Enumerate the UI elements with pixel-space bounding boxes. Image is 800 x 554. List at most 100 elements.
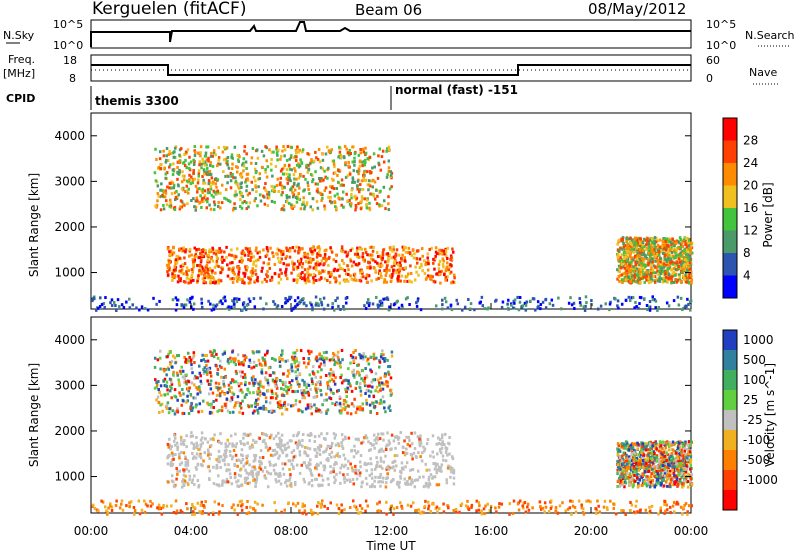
- range-cell: [230, 253, 233, 257]
- range-cell: [309, 273, 312, 277]
- range-cell: [437, 252, 441, 256]
- range-cell: [579, 303, 583, 307]
- range-cell: [683, 248, 686, 252]
- range-cell: [320, 474, 324, 478]
- range-cell: [308, 447, 312, 451]
- range-cell: [354, 468, 358, 472]
- range-cell: [214, 190, 217, 194]
- range-cell: [347, 436, 351, 440]
- range-cell: [413, 252, 416, 256]
- range-cell: [309, 403, 312, 407]
- range-cell: [267, 262, 271, 266]
- range-cell: [250, 180, 253, 184]
- range-cell: [170, 380, 173, 384]
- range-cell: [267, 190, 271, 194]
- range-cell: [185, 272, 189, 276]
- range-cell: [181, 388, 184, 392]
- range-cell: [278, 356, 281, 360]
- range-cell: [222, 145, 226, 149]
- range-cell: [314, 170, 317, 174]
- range-cell: [234, 475, 237, 479]
- range-cell: [250, 404, 253, 408]
- range-cell: [320, 368, 323, 372]
- range-cell: [232, 300, 235, 304]
- range-cell: [658, 238, 662, 242]
- range-cell: [224, 451, 227, 455]
- range-cell: [321, 403, 324, 407]
- range-cell: [356, 450, 360, 454]
- range-cell: [209, 350, 212, 354]
- range-cell: [336, 361, 339, 365]
- range-cell: [273, 409, 276, 413]
- range-cell: [179, 264, 183, 268]
- range-cell: [354, 411, 358, 415]
- range-cell: [671, 272, 674, 276]
- range-cell: [226, 444, 230, 448]
- range-cell: [205, 370, 208, 374]
- range-cell: [191, 406, 194, 410]
- range-cell: [298, 453, 302, 457]
- range-cell: [268, 148, 271, 152]
- range-cell: [382, 460, 386, 464]
- range-cell: [238, 410, 241, 414]
- range-cell: [180, 485, 184, 489]
- range-cell: [483, 307, 486, 311]
- range-cell: [353, 448, 357, 452]
- range-cell: [308, 434, 312, 438]
- range-cell: [283, 148, 287, 152]
- range-cell: [245, 189, 248, 193]
- range-cell: [367, 298, 370, 302]
- range-cell: [255, 246, 258, 250]
- range-cell: [398, 485, 401, 489]
- range-cell: [159, 208, 163, 212]
- range-cell: [176, 373, 179, 377]
- range-cell: [630, 247, 633, 251]
- range-cell: [354, 386, 358, 390]
- range-cell: [211, 259, 215, 263]
- range-cell: [326, 444, 330, 448]
- range-cell: [205, 158, 209, 162]
- range-cell: [292, 455, 296, 459]
- range-cell: [438, 259, 442, 263]
- range-cell: [317, 263, 321, 267]
- range-cell: [272, 254, 275, 258]
- range-cell: [280, 433, 284, 437]
- range-cell: [636, 252, 639, 256]
- range-cell: [390, 350, 394, 354]
- range-cell: [684, 274, 687, 278]
- range-cell: [387, 148, 391, 152]
- range-cell: [361, 164, 364, 168]
- range-cell: [231, 208, 235, 212]
- range-cell: [183, 164, 187, 168]
- range-cell: [382, 185, 386, 189]
- range-cell: [275, 394, 279, 398]
- range-cell: [379, 484, 382, 488]
- range-cell: [193, 376, 196, 380]
- range-cell: [212, 406, 216, 410]
- range-cell: [634, 260, 637, 264]
- range-cell: [289, 368, 293, 372]
- range-cell: [209, 207, 213, 211]
- range-cell: [246, 441, 249, 445]
- range-cell: [287, 403, 290, 407]
- range-cell: [333, 165, 336, 169]
- range-cell: [243, 373, 247, 377]
- range-cell: [306, 276, 310, 280]
- range-cell: [285, 263, 289, 267]
- range-cell: [238, 362, 241, 366]
- range-cell: [259, 199, 263, 203]
- range-cell: [267, 471, 270, 475]
- range-cell: [590, 299, 593, 303]
- range-cell: [289, 249, 292, 253]
- range-cell: [185, 179, 189, 183]
- range-cell: [388, 441, 391, 445]
- range-cell: [174, 453, 177, 457]
- range-cell: [329, 195, 332, 199]
- range-cell: [262, 385, 265, 389]
- range-cell: [212, 278, 216, 282]
- range-cell: [357, 262, 361, 266]
- range-cell: [298, 471, 302, 475]
- range-cell: [381, 149, 385, 153]
- range-cell: [360, 485, 363, 489]
